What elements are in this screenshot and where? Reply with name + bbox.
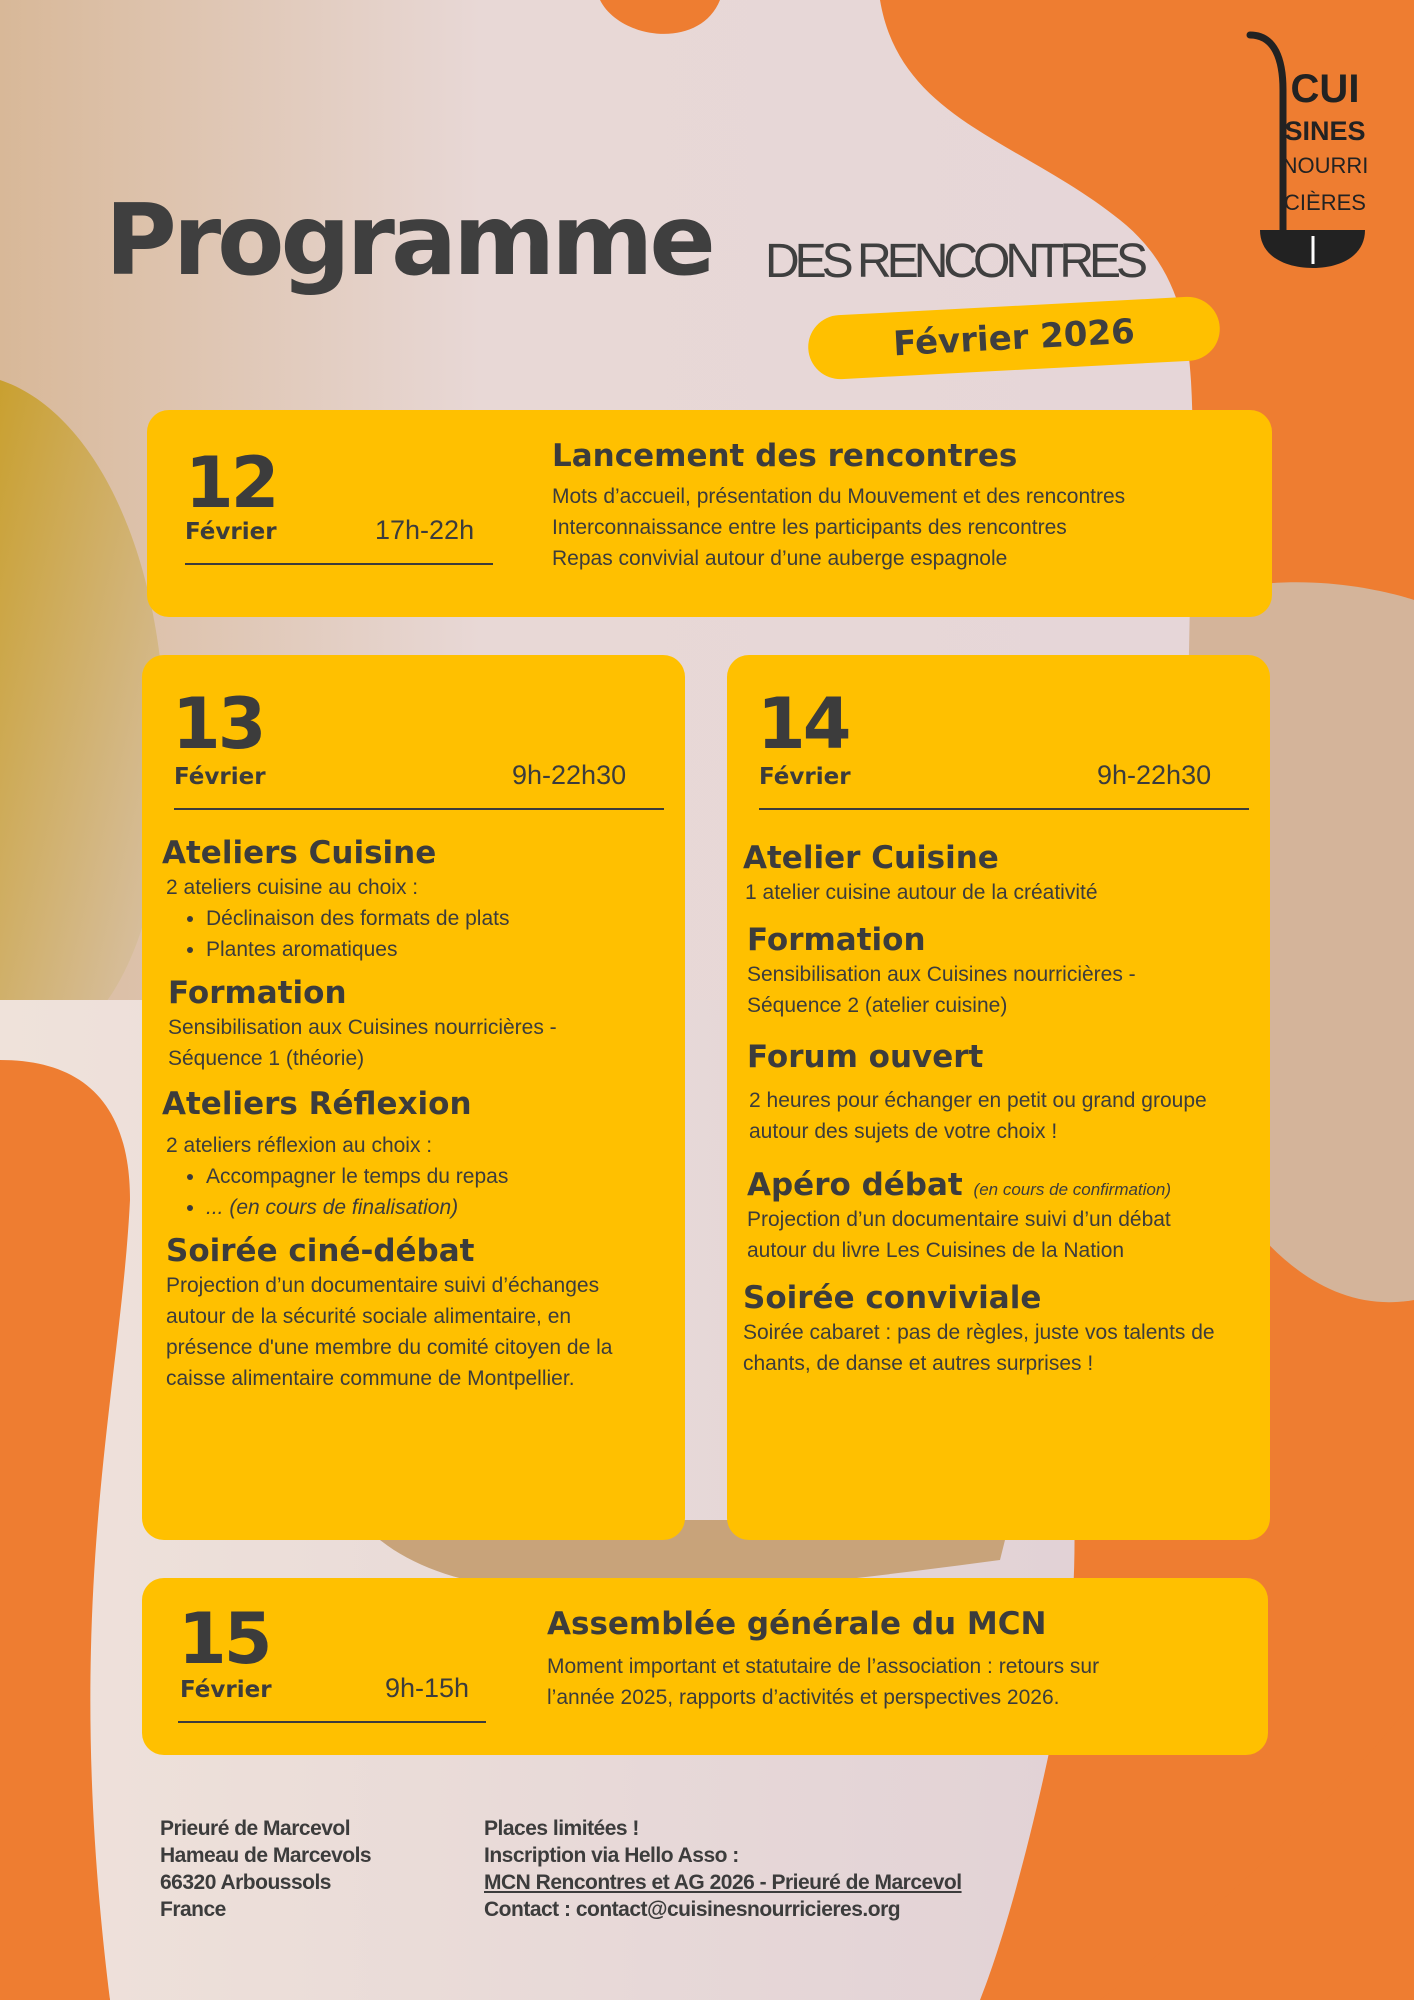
section-title-row: Apéro débat (en cours de confirmation)	[747, 1167, 1258, 1204]
cuisines-nourricieres-logo: CUI SINES NOURRI CIÈRES	[1246, 31, 1369, 268]
day-number: 12	[185, 442, 279, 524]
contact-text: Contact : contact@cuisinesnourricieres.o…	[484, 1898, 901, 1921]
day-card-14: 14 Février 9h-22h30 Atelier Cuisine 1 at…	[727, 655, 1270, 1540]
section-title: Formation	[747, 922, 926, 959]
footer-info: Places limitées ! Inscription via Hello …	[484, 1815, 962, 1923]
section-title: Lancement des rencontres	[552, 438, 1018, 474]
section-text: 1 atelier cuisine autour de la créativit…	[745, 881, 1098, 905]
day-number: 15	[178, 1598, 272, 1680]
day-month: Février	[185, 519, 277, 545]
section-title: Ateliers Réflexion	[162, 1086, 472, 1123]
day-time: 9h-22h30	[1097, 760, 1212, 790]
day-time: 9h-15h	[385, 1673, 470, 1703]
section-title: Forum ouvert	[747, 1039, 984, 1076]
address-line: Hameau de Marcevols	[160, 1844, 372, 1867]
description-line: l’année 2025, rapports d’activités et pe…	[547, 1686, 1060, 1710]
section-title: Apéro débat	[747, 1166, 963, 1203]
section-text: Projection d’un documentaire suivi d’éch…	[166, 1273, 613, 1390]
section-text: Sensibilisation aux Cuisines nourricière…	[747, 963, 1136, 1018]
places-text: Places limitées !	[484, 1817, 639, 1840]
svg-text:CIÈRES: CIÈRES	[1284, 190, 1366, 215]
day-time: 9h-22h30	[512, 760, 627, 790]
day-number: 14	[757, 683, 851, 765]
section-title: Soirée conviviale	[743, 1279, 1042, 1316]
inscription-text: Inscription via Hello Asso :	[484, 1844, 739, 1867]
section-text: 2 heures pour échanger en petit ou grand…	[749, 1088, 1207, 1143]
section-text: Sensibilisation aux Cuisines nourricière…	[168, 1016, 557, 1071]
day-card-15: 15 Février 9h-15h Assemblée générale du …	[142, 1578, 1268, 1755]
svg-text:CUI: CUI	[1291, 67, 1360, 111]
section-text: Projection d’un documentaire suivi d’un …	[747, 1207, 1171, 1262]
section-text: Soirée cabaret : pas de règles, juste vo…	[743, 1320, 1215, 1375]
bullet-item: Déclinaison des formats de plats	[206, 903, 672, 934]
section-text: 2 ateliers réflexion au choix :	[166, 1133, 433, 1157]
svg-text:SINES: SINES	[1284, 116, 1365, 146]
description-line: Interconnaissance entre les participants…	[552, 516, 1067, 540]
svg-text:NOURRI: NOURRI	[1282, 153, 1369, 178]
footer-address: Prieuré de Marcevol Hameau de Marcevols …	[160, 1815, 372, 1923]
section-title: Formation	[168, 975, 347, 1012]
section-text: 2 ateliers cuisine au choix :	[166, 876, 419, 900]
day-month: Février	[180, 1677, 272, 1703]
divider	[174, 808, 664, 810]
section-title: Assemblée générale du MCN	[547, 1606, 1047, 1642]
divider	[185, 563, 493, 565]
day-month: Février	[759, 764, 851, 790]
day-card-12: 12 Février 17h-22h Lancement des rencont…	[147, 410, 1272, 617]
page-title: Programme	[105, 184, 716, 298]
address-line: 66320 Arboussols	[160, 1871, 331, 1894]
bullet-item: Plantes aromatiques	[206, 934, 672, 965]
address-line: France	[160, 1898, 226, 1921]
helloasso-link[interactable]: MCN Rencontres et AG 2026 - Prieuré de M…	[484, 1871, 962, 1894]
divider	[759, 808, 1249, 810]
description-line: Mots d’accueil, présentation du Mouvemen…	[552, 485, 1126, 509]
day-number: 13	[172, 683, 266, 765]
section-title: Atelier Cuisine	[743, 840, 999, 876]
divider	[178, 1721, 486, 1723]
day-card-13: 13 Février 9h-22h30 Ateliers Cuisine 2 a…	[142, 655, 685, 1540]
bullet-item: Accompagner le temps du repas	[206, 1161, 672, 1192]
day-month: Février	[174, 764, 266, 790]
address-line: Prieuré de Marcevol	[160, 1817, 351, 1840]
section-title: Ateliers Cuisine	[162, 835, 437, 871]
section-title: Soirée ciné-débat	[166, 1232, 475, 1269]
description-line: Repas convivial autour d’une auberge esp…	[552, 547, 1008, 571]
page-subtitle: DES RENCONTRES	[765, 235, 1148, 288]
day-time: 17h-22h	[375, 515, 475, 545]
bullet-item: ... (en cours de finalisation)	[206, 1192, 672, 1223]
description-line: Moment important et statutaire de l’asso…	[547, 1655, 1100, 1679]
section-note: (en cours de confirmation)	[973, 1179, 1172, 1199]
